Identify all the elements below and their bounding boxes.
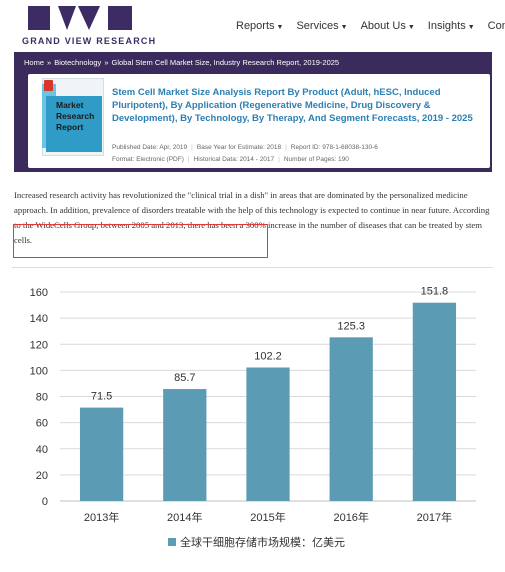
y-tick-label: 60: [36, 418, 48, 430]
bar: [246, 367, 290, 501]
published-date: Published Date: Apr, 2019: [112, 144, 188, 151]
y-tick-label: 120: [30, 339, 48, 351]
data-label: 102.2: [254, 351, 282, 363]
caret-down-icon: ▼: [467, 24, 475, 31]
y-tick-label: 80: [36, 392, 48, 404]
y-tick-label: 0: [42, 496, 48, 508]
data-label: 151.8: [421, 286, 449, 298]
breadcrumb: Home» Biotechnology» Global Stem Cell Mark…: [24, 58, 339, 67]
legend-swatch: [168, 538, 176, 546]
logo[interactable]: GRAND VIEW RESEARCH: [22, 6, 155, 48]
report-title: Stem Cell Market Size Analysis Report By…: [112, 87, 473, 124]
cover-title: Market Research Report: [56, 100, 95, 132]
x-tick-label: 2013年: [84, 510, 119, 524]
base-year: Base Year for Estimate: 2018: [196, 144, 282, 151]
page-count: Number of Pages: 190: [283, 156, 349, 163]
chevron-right-icon: »: [47, 58, 52, 67]
bar: [79, 407, 124, 501]
caret-down-icon: ▼: [340, 24, 348, 31]
data-label: 125.3: [337, 320, 365, 332]
nav-item-about-us[interactable]: About Us ▼: [360, 20, 415, 32]
report-meta-row-1: Published Date: Apr, 2019 | Base Year for …: [112, 144, 378, 151]
bar: [163, 389, 207, 501]
bar-chart-svg: 0 20 40 60 80 100 120 140 160 71.5 2013年 85.7 2014年 1…: [30, 286, 476, 549]
y-tick-label: 100: [30, 365, 48, 377]
nav-menu: Reports ▼ Services ▼ About Us ▼ Insights ▼ C…: [236, 20, 505, 32]
bar: [412, 302, 457, 501]
report-description: Increased research activity has revoluti…: [14, 190, 490, 245]
website-screenshot: GRAND VIEW RESEARCH Reports ▼ Services ▼ A…: [0, 0, 505, 268]
breadcrumb-biotechnology[interactable]: Biotechnology: [54, 58, 102, 67]
x-tick-label: 2014年: [167, 510, 202, 524]
report-card: Market Research Report Stem Cell Market …: [28, 74, 490, 168]
nav-item-company[interactable]: Compa: [487, 20, 505, 32]
pdf-icon: [44, 80, 53, 91]
report-meta-row-2: Format: Electronic (PDF) | Historical Data…: [112, 156, 349, 163]
data-label: 85.7: [174, 372, 195, 384]
y-tick-label: 140: [30, 313, 48, 325]
nav-item-insights[interactable]: Insights ▼: [427, 20, 475, 32]
red-highlight-box: [13, 224, 268, 258]
nav-item-services[interactable]: Services ▼: [296, 20, 348, 32]
y-tick-label: 160: [30, 287, 48, 299]
x-tick-label: 2016年: [333, 510, 368, 524]
x-tick-label: 2017年: [417, 510, 452, 524]
report-format: Format: Electronic (PDF): [112, 156, 184, 163]
report-id: Report ID: 978-1-68038-130-6: [290, 144, 378, 151]
top-nav: GRAND VIEW RESEARCH Reports ▼ Services ▼ A…: [0, 0, 505, 52]
bar: [329, 337, 373, 501]
y-tick-label: 40: [36, 444, 48, 456]
legend-label: 全球干细胞存储市场规模：亿美元: [180, 535, 345, 549]
divider: [12, 267, 493, 268]
report-header-band: Home» Biotechnology» Global Stem Cell Mark…: [14, 52, 492, 172]
caret-down-icon: ▼: [407, 24, 415, 31]
historical-data: Historical Data: 2014 - 2017: [193, 156, 275, 163]
breadcrumb-home[interactable]: Home: [24, 58, 45, 67]
y-tick-label: 20: [36, 470, 48, 482]
x-tick-label: 2015年: [250, 510, 285, 524]
market-size-chart: 0 20 40 60 80 100 120 140 160 71.5 2013年 85.7 2014年 1…: [0, 278, 505, 572]
logo-mark-icon: [28, 6, 132, 30]
report-cover-image: Market Research Report: [42, 78, 104, 156]
data-label: 71.5: [91, 391, 112, 403]
nav-item-reports[interactable]: Reports ▼: [236, 20, 284, 32]
breadcrumb-current: Global Stem Cell Market Size, Industry R…: [111, 58, 340, 67]
logo-text: GRAND VIEW RESEARCH: [22, 36, 157, 46]
caret-down-icon: ▼: [276, 24, 284, 31]
chevron-right-icon: »: [104, 58, 109, 67]
